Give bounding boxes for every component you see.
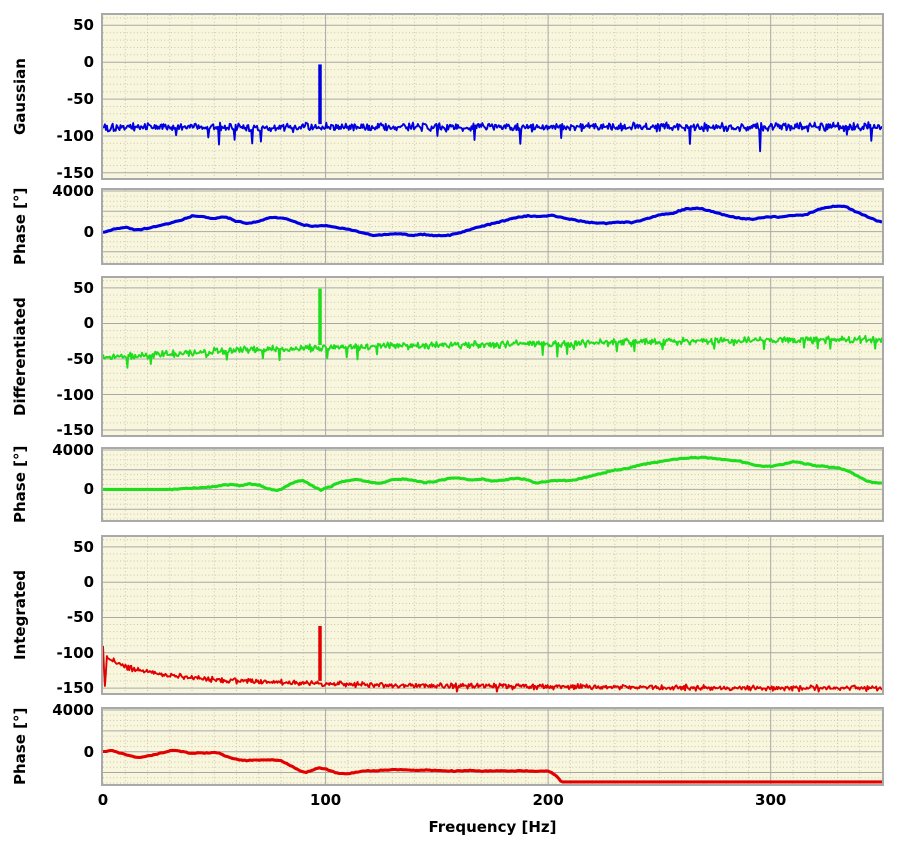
y-tick-label: -50	[66, 608, 94, 627]
y-tick-label: 50	[73, 16, 94, 35]
y-tick-label: 0	[83, 222, 94, 241]
x-tick-label: 300	[755, 791, 787, 809]
gaussian-phase-plot[interactable]	[101, 188, 884, 265]
y-axis-label-phase-3: Phase [°]	[11, 707, 29, 786]
y-tick-label: -150	[56, 421, 94, 440]
y-axis-label-differentiated: Differentiated	[11, 297, 29, 416]
x-axis-title: Frequency [Hz]	[428, 818, 557, 836]
x-tick-label: 200	[532, 791, 564, 809]
y-tick-label: -100	[56, 385, 94, 404]
y-tick-label: -50	[66, 90, 94, 109]
y-tick-label: -150	[56, 679, 94, 698]
y-tick-label: 50	[73, 278, 94, 297]
integrated-magnitude-plot[interactable]	[101, 535, 884, 695]
y-tick-label: -150	[56, 163, 94, 182]
y-tick-label: -50	[66, 349, 94, 368]
y-tick-label: 0	[83, 53, 94, 72]
integrated-phase-plot[interactable]	[101, 707, 884, 786]
y-tick-label: 0	[83, 480, 94, 499]
differentiated-magnitude-plot[interactable]	[101, 276, 884, 437]
y-tick-label: 0	[83, 314, 94, 333]
y-tick-label: -100	[56, 643, 94, 662]
differentiated-phase-plot[interactable]	[101, 447, 884, 522]
y-tick-label: 4000	[52, 440, 94, 459]
y-axis-label-phase-1: Phase [°]	[11, 187, 29, 266]
y-tick-label: -100	[56, 126, 94, 145]
y-tick-label: 0	[83, 742, 94, 761]
y-tick-label: 4000	[52, 182, 94, 200]
y-tick-label: 0	[83, 573, 94, 592]
x-tick-label: 100	[309, 791, 342, 809]
y-axis-label-phase-2: Phase [°]	[11, 445, 29, 524]
y-tick-label: 4000	[52, 701, 94, 720]
y-axis-label-gaussian: Gaussian	[11, 58, 29, 135]
y-axis-label-integrated: Integrated	[11, 570, 29, 660]
x-tick-label: 0	[97, 791, 109, 809]
gaussian-magnitude-plot[interactable]	[101, 13, 884, 180]
y-tick-label: 50	[73, 537, 94, 556]
